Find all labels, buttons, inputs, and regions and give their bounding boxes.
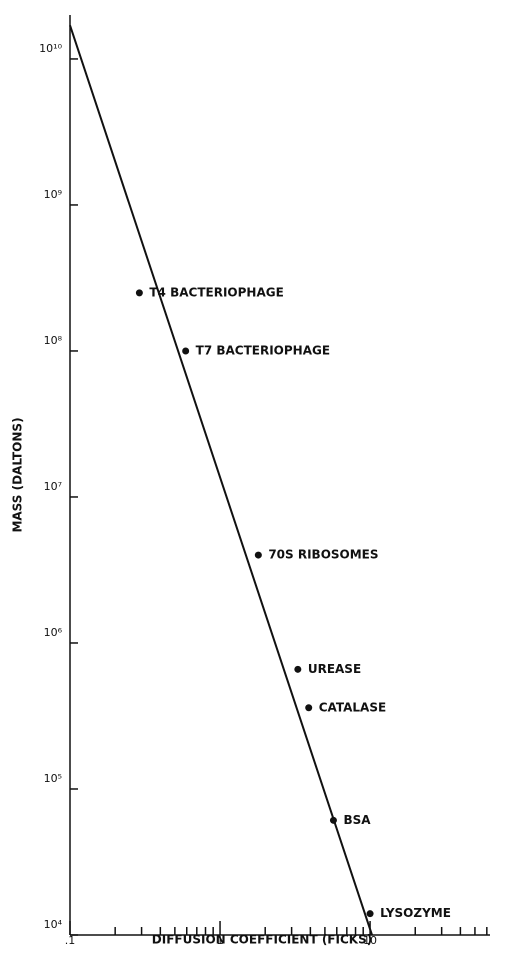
y-tick-label: 10⁹ [44,188,62,201]
data-point [294,665,302,673]
data-point [182,347,190,355]
y-tick-label: 10⁷ [44,480,62,493]
y-tick-label: 10⁴ [44,918,63,931]
x-tick-label: 1 [217,934,224,947]
point-label: 70S RIBOSOMES [268,548,378,562]
y-axis-title: MASS (DALTONS) [11,417,25,532]
point-label: UREASE [308,662,361,676]
point-label: CATALASE [319,700,386,714]
data-point [305,704,313,712]
y-tick-label: 10⁶ [44,626,63,639]
data-point [366,910,374,918]
y-tick-label: 10⁵ [44,772,62,785]
data-point [135,289,143,297]
point-label: BSA [343,813,371,827]
point-label: T7 BACTERIOPHAGE [196,343,330,357]
data-point [254,551,262,559]
y-tick-label: 10⁸ [44,334,63,347]
x-axis-title: DIFFUSION COEFFICIENT (FICKS) [152,933,372,947]
point-label: LYSOZYME [380,906,451,920]
point-label: T4 BACTERIOPHAGE [149,285,283,299]
data-point [329,816,337,824]
x-tick-label: .1 [65,934,76,947]
y-tick-label: 10¹⁰ [39,42,62,55]
x-tick-label: 10 [363,934,377,947]
fit-line [69,24,373,936]
